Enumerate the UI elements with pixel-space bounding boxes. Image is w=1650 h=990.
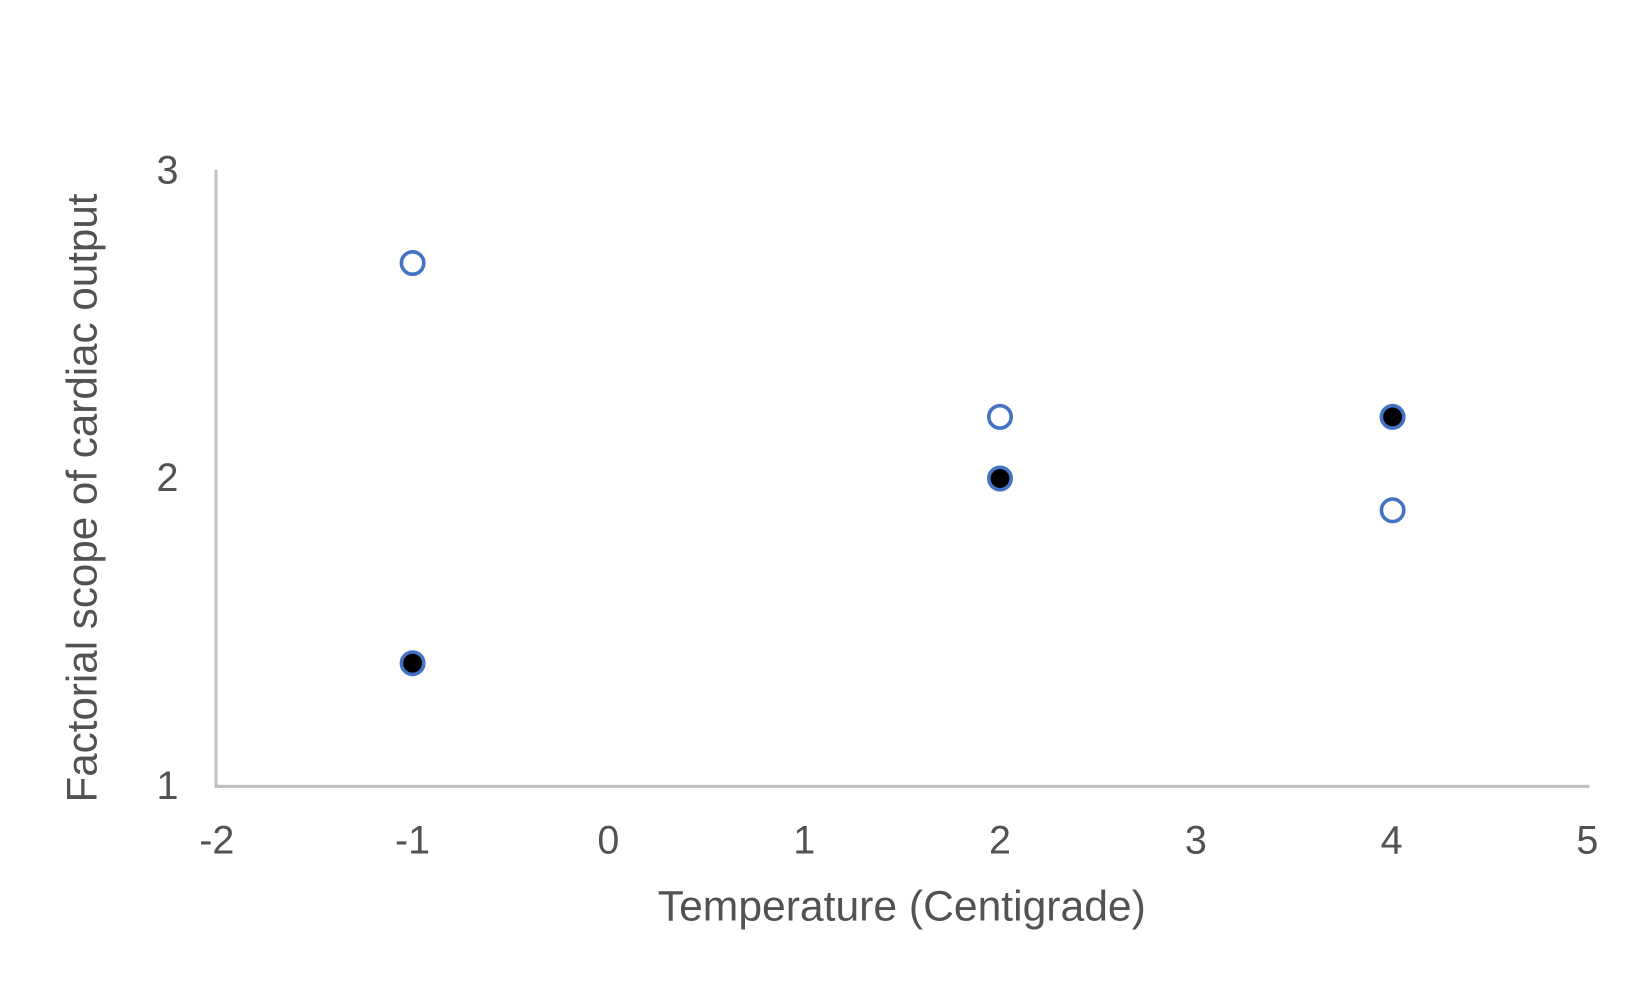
svg-text:5: 5 xyxy=(1576,818,1598,862)
svg-text:1: 1 xyxy=(793,818,815,862)
svg-text:-1: -1 xyxy=(395,818,430,862)
svg-text:4: 4 xyxy=(1381,818,1403,862)
svg-text:0: 0 xyxy=(597,818,619,862)
svg-text:1: 1 xyxy=(157,764,179,808)
svg-text:Temperature (Centigrade): Temperature (Centigrade) xyxy=(658,882,1146,930)
svg-text:3: 3 xyxy=(1185,818,1207,862)
svg-text:2: 2 xyxy=(157,456,179,500)
svg-text:-2: -2 xyxy=(199,818,234,862)
svg-text:Factorial scope of cardiac out: Factorial scope of cardiac output xyxy=(59,193,107,802)
svg-text:3: 3 xyxy=(157,148,179,192)
svg-text:2: 2 xyxy=(989,818,1011,862)
